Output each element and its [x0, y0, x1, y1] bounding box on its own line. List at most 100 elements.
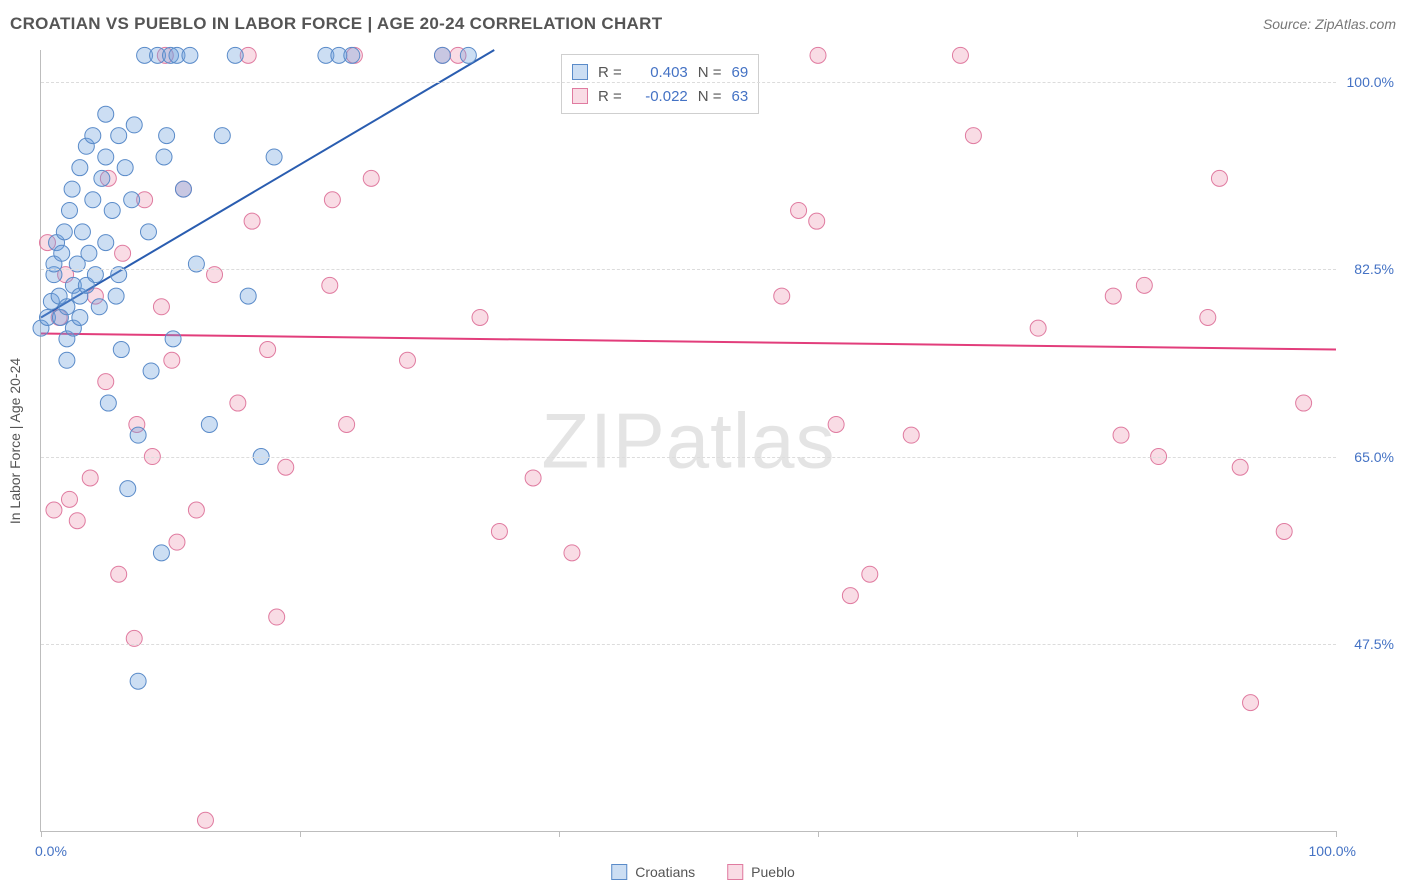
pueblo-label: Pueblo — [751, 864, 795, 880]
pueblo-point — [98, 374, 114, 390]
croatians-point — [91, 299, 107, 315]
n-label: N = — [698, 64, 722, 81]
croatians-point — [130, 673, 146, 689]
pueblo-point — [269, 609, 285, 625]
pueblo-point — [169, 534, 185, 550]
croatians-point — [74, 224, 90, 240]
y-tick-label: 100.0% — [1347, 74, 1394, 90]
croatians-r-value: 0.403 — [632, 64, 688, 81]
pueblo-point — [828, 416, 844, 432]
x-min-label: 0.0% — [35, 843, 67, 859]
croatians-point — [120, 481, 136, 497]
croatians-point — [64, 181, 80, 197]
croatians-point — [124, 192, 140, 208]
croatians-point — [56, 224, 72, 240]
croatians-point — [266, 149, 282, 165]
croatians-point — [214, 128, 230, 144]
pueblo-point — [61, 491, 77, 507]
croatians-point — [117, 160, 133, 176]
pueblo-point — [1136, 277, 1152, 293]
pueblo-point — [363, 170, 379, 186]
pueblo-point — [230, 395, 246, 411]
croatians-point — [72, 309, 88, 325]
croatians-point — [130, 427, 146, 443]
pueblo-point — [111, 566, 127, 582]
pueblo-point — [164, 352, 180, 368]
pueblo-point — [774, 288, 790, 304]
croatians-point — [165, 331, 181, 347]
pueblo-point — [809, 213, 825, 229]
pueblo-point — [862, 566, 878, 582]
croatians-n-value: 69 — [732, 64, 749, 81]
croatians-point — [159, 128, 175, 144]
croatians-point — [100, 395, 116, 411]
pueblo-point — [1276, 523, 1292, 539]
pueblo-n-value: 63 — [732, 88, 749, 105]
croatians-point — [104, 202, 120, 218]
gridline — [41, 457, 1336, 458]
r-label: R = — [598, 64, 622, 81]
pueblo-point — [244, 213, 260, 229]
gridline — [41, 644, 1336, 645]
croatians-point — [85, 192, 101, 208]
croatians-point — [227, 47, 243, 63]
croatians-point — [113, 342, 129, 358]
croatians-point — [126, 117, 142, 133]
pueblo-point — [842, 588, 858, 604]
pueblo-point — [952, 47, 968, 63]
pueblo-point — [188, 502, 204, 518]
pueblo-r-value: -0.022 — [632, 88, 688, 105]
pueblo-point — [1200, 309, 1216, 325]
croatians-point — [434, 47, 450, 63]
croatians-point — [98, 149, 114, 165]
pueblo-point — [153, 299, 169, 315]
croatians-point — [59, 299, 75, 315]
gridline — [41, 82, 1336, 83]
pueblo-point — [791, 202, 807, 218]
legend-row-croatians: R = 0.403 N = 69 — [572, 60, 748, 84]
pueblo-point — [322, 277, 338, 293]
legend-item-pueblo: Pueblo — [727, 864, 795, 880]
r-label: R = — [598, 88, 622, 105]
pueblo-point — [525, 470, 541, 486]
pueblo-point — [339, 416, 355, 432]
pueblo-point — [1296, 395, 1312, 411]
pueblo-point — [472, 309, 488, 325]
croatians-point — [72, 160, 88, 176]
pueblo-point — [399, 352, 415, 368]
plot-inner: ZIPatlas R = 0.403 N = 69 R = -0.022 N =… — [40, 50, 1336, 832]
pueblo-swatch-icon — [727, 864, 743, 880]
y-tick-label: 65.0% — [1354, 449, 1394, 465]
pueblo-point — [69, 513, 85, 529]
croatians-point — [98, 235, 114, 251]
pueblo-swatch-icon — [572, 88, 588, 104]
bottom-legend: Croatians Pueblo — [611, 864, 795, 880]
pueblo-point — [965, 128, 981, 144]
source-credit: Source: ZipAtlas.com — [1263, 16, 1396, 32]
legend-item-croatians: Croatians — [611, 864, 695, 880]
croatians-point — [153, 545, 169, 561]
croatians-point — [85, 128, 101, 144]
croatians-point — [94, 170, 110, 186]
pueblo-point — [115, 245, 131, 261]
pueblo-point — [564, 545, 580, 561]
croatians-point — [143, 363, 159, 379]
pueblo-point — [260, 342, 276, 358]
pueblo-point — [46, 502, 62, 518]
pueblo-point — [491, 523, 507, 539]
x-tick — [41, 831, 42, 837]
croatians-point — [54, 245, 70, 261]
pueblo-point — [278, 459, 294, 475]
chart-title: CROATIAN VS PUEBLO IN LABOR FORCE | AGE … — [10, 14, 662, 34]
pueblo-point — [810, 47, 826, 63]
plot-area: In Labor Force | Age 20-24 ZIPatlas R = … — [40, 50, 1336, 832]
croatians-point — [460, 47, 476, 63]
n-label: N = — [698, 88, 722, 105]
pueblo-point — [1243, 695, 1259, 711]
pueblo-point — [197, 812, 213, 828]
pueblo-trendline — [41, 334, 1336, 350]
x-tick — [1336, 831, 1337, 837]
croatians-point — [175, 181, 191, 197]
gridline — [41, 269, 1336, 270]
pueblo-point — [324, 192, 340, 208]
